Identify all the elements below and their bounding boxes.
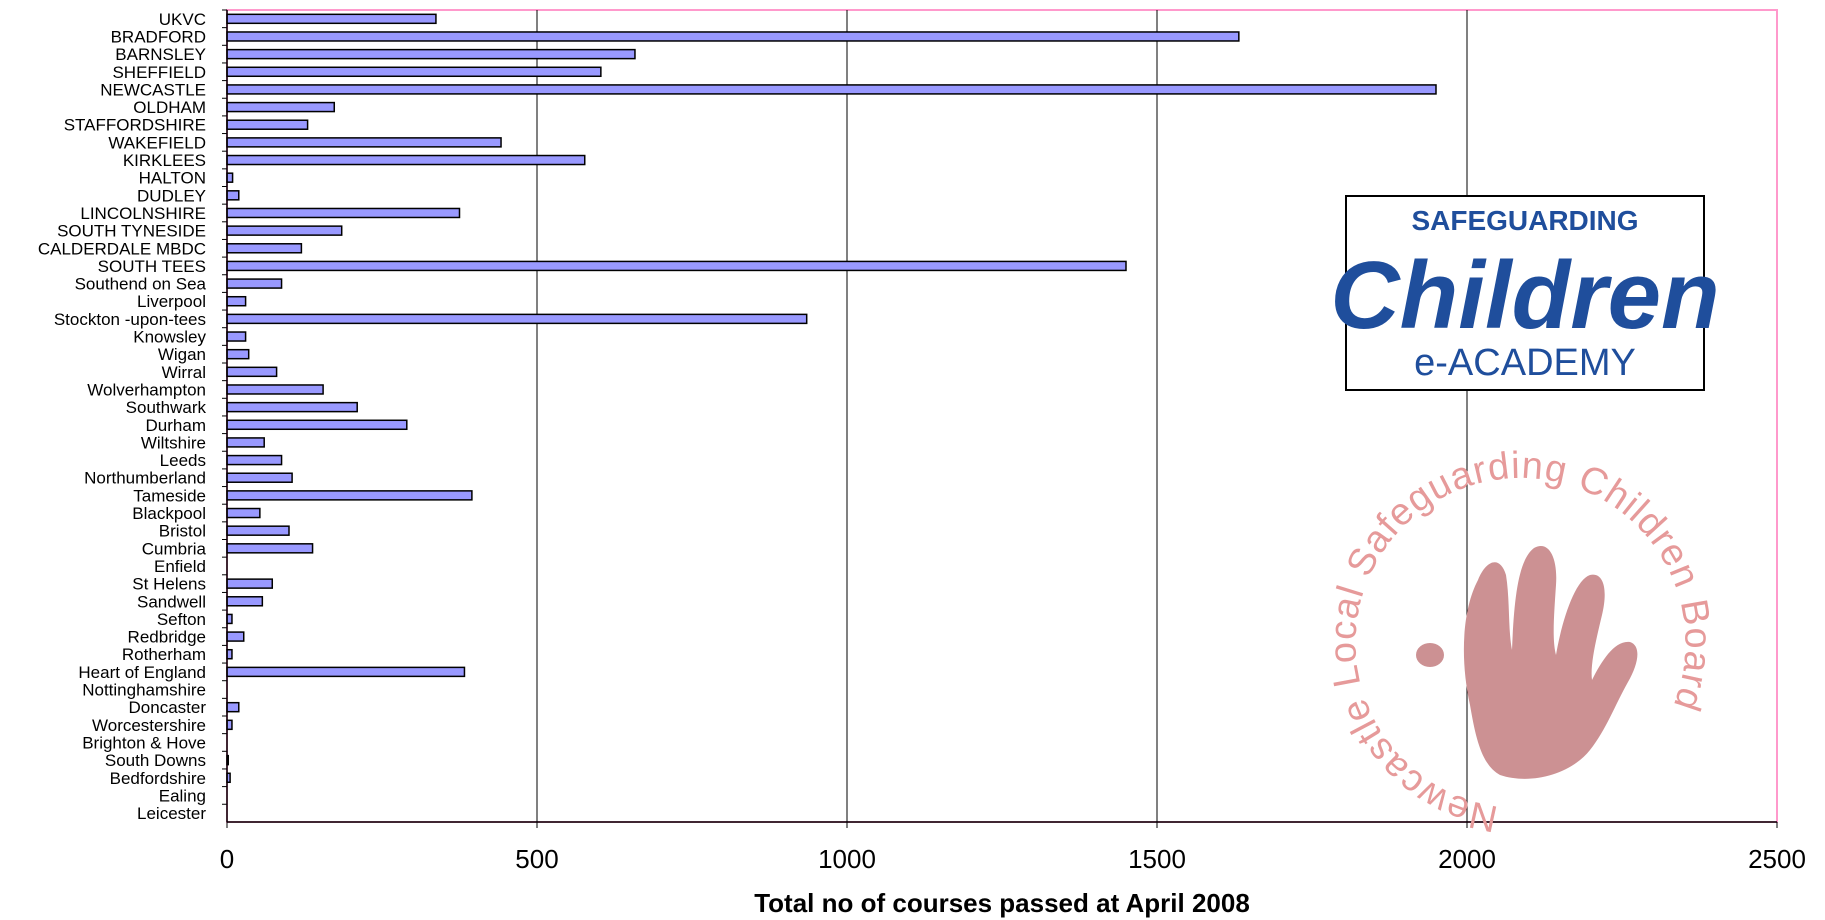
category-label: OLDHAM bbox=[133, 98, 206, 117]
bar bbox=[226, 295, 247, 307]
category-labels: UKVCBRADFORDBARNSLEYSHEFFIELDNEWCASTLEOL… bbox=[38, 9, 227, 823]
x-tick-labels: 0 500 1000 1500 2000 2500 bbox=[220, 822, 1806, 874]
bar bbox=[226, 154, 586, 166]
logo-line3: e-ACADEMY bbox=[1414, 342, 1636, 384]
bar bbox=[226, 13, 437, 25]
category-label: Southend on Sea bbox=[75, 275, 207, 294]
bar bbox=[226, 137, 502, 148]
category-label: Ealing bbox=[159, 786, 206, 805]
bar bbox=[226, 419, 408, 431]
bar bbox=[226, 437, 265, 448]
category-label: Enfield bbox=[154, 557, 206, 576]
category-label: SOUTH TEES bbox=[98, 257, 206, 276]
category-label: Wirral bbox=[162, 363, 206, 382]
category-label: Doncaster bbox=[129, 698, 207, 717]
category-label: Bedfordshire bbox=[110, 769, 206, 788]
category-label: Wiltshire bbox=[141, 433, 206, 452]
category-label: UKVC bbox=[159, 10, 206, 29]
category-label: BARNSLEY bbox=[115, 45, 206, 64]
category-label: CALDERDALE MBDC bbox=[38, 239, 206, 258]
category-label: WAKEFIELD bbox=[108, 133, 206, 152]
bar bbox=[226, 190, 240, 201]
bar bbox=[226, 313, 808, 325]
bar bbox=[226, 243, 303, 254]
category-label: Cumbria bbox=[142, 539, 207, 558]
bar bbox=[226, 278, 283, 289]
x-tick-label: 2000 bbox=[1438, 844, 1496, 874]
category-label: Durham bbox=[146, 416, 206, 435]
category-label: LINCOLNSHIRE bbox=[80, 204, 206, 223]
bar bbox=[226, 331, 247, 342]
bar bbox=[226, 578, 274, 589]
category-label: St Helens bbox=[132, 575, 206, 594]
category-label: Leicester bbox=[137, 804, 206, 823]
category-label: SHEFFIELD bbox=[112, 63, 206, 82]
category-label: Heart of England bbox=[78, 663, 206, 682]
category-label: Southwark bbox=[126, 398, 207, 417]
category-label: South Downs bbox=[105, 751, 206, 770]
bars bbox=[226, 13, 1437, 784]
category-label: SOUTH TYNESIDE bbox=[57, 222, 206, 241]
bar bbox=[226, 207, 461, 219]
safeguarding-logo: SAFEGUARDING Children e-ACADEMY bbox=[1330, 195, 1720, 391]
bar bbox=[226, 472, 293, 483]
bar bbox=[226, 225, 343, 236]
category-label: Wolverhampton bbox=[87, 380, 206, 399]
bar bbox=[226, 596, 264, 607]
logo-line1: SAFEGUARDING bbox=[1411, 205, 1638, 236]
category-label: Tameside bbox=[133, 486, 206, 505]
category-label: Nottinghamshire bbox=[82, 681, 206, 700]
hand-icon bbox=[1416, 545, 1638, 779]
bar bbox=[226, 631, 245, 642]
bar bbox=[226, 401, 358, 413]
bar bbox=[226, 666, 466, 678]
category-label: HALTON bbox=[139, 169, 206, 188]
bar bbox=[226, 172, 234, 183]
bar bbox=[226, 543, 314, 554]
x-tick-label: 2500 bbox=[1748, 844, 1806, 874]
bar bbox=[226, 507, 261, 519]
category-label: Bristol bbox=[159, 522, 206, 541]
category-label: KIRKLEES bbox=[123, 151, 206, 170]
bar bbox=[226, 525, 290, 536]
category-label: NEWCASTLE bbox=[100, 80, 206, 99]
category-label: STAFFORDSHIRE bbox=[64, 116, 206, 135]
bar bbox=[226, 701, 240, 713]
category-label: BRADFORD bbox=[111, 27, 206, 46]
bar bbox=[226, 84, 1437, 95]
category-label: Rotherham bbox=[122, 645, 206, 664]
x-tick-label: 0 bbox=[220, 844, 234, 874]
bar bbox=[226, 384, 324, 395]
category-label: Brighton & Hove bbox=[82, 733, 206, 752]
grid-lines bbox=[536, 10, 1468, 822]
bar bbox=[226, 490, 473, 501]
category-label: Blackpool bbox=[132, 504, 206, 523]
category-label: Sandwell bbox=[137, 592, 206, 611]
category-label: Redbridge bbox=[128, 628, 206, 647]
x-tick-label: 1000 bbox=[818, 844, 876, 874]
bar bbox=[226, 101, 336, 113]
category-label: Northumberland bbox=[84, 469, 206, 488]
category-label: Liverpool bbox=[137, 292, 206, 311]
bar bbox=[226, 366, 278, 378]
category-label: DUDLEY bbox=[137, 186, 206, 205]
category-label: Leeds bbox=[160, 451, 206, 470]
bar bbox=[226, 119, 309, 130]
category-label: Sefton bbox=[157, 610, 206, 629]
x-axis-title: Total no of courses passed at April 2008 bbox=[754, 888, 1250, 918]
bar bbox=[226, 48, 636, 60]
bar bbox=[226, 66, 602, 78]
category-label: Knowsley bbox=[133, 328, 206, 347]
logo-line2: Children bbox=[1330, 242, 1719, 349]
category-label: Stockton -upon-tees bbox=[54, 310, 206, 329]
bar bbox=[226, 31, 1240, 42]
bar bbox=[226, 260, 1127, 272]
bar bbox=[226, 348, 250, 360]
category-label: Worcestershire bbox=[92, 716, 206, 735]
x-tick-label: 1500 bbox=[1128, 844, 1186, 874]
category-label: Wigan bbox=[158, 345, 206, 364]
bar bbox=[226, 454, 283, 466]
x-tick-label: 500 bbox=[515, 844, 558, 874]
